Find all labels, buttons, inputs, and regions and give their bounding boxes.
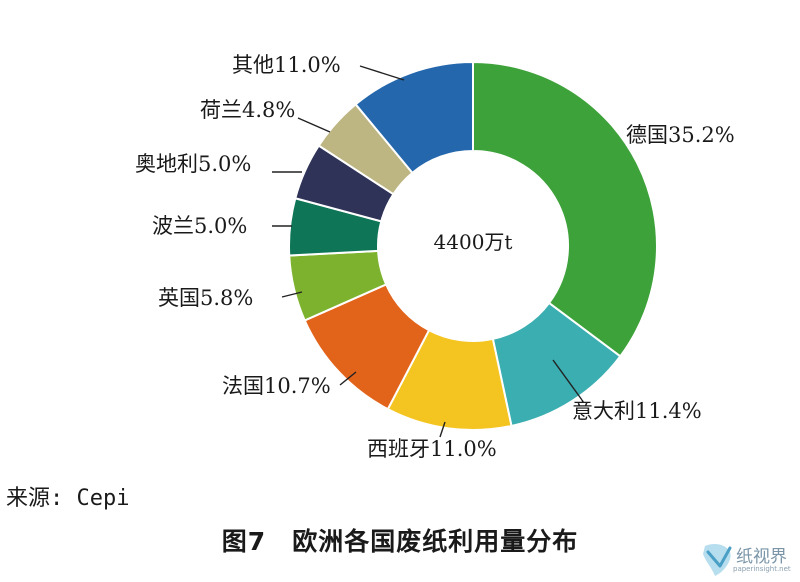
slice-label-2: 意大利11.4% xyxy=(572,399,702,423)
slice-label-9: 其他11.0% xyxy=(232,53,341,77)
leader-line-9 xyxy=(359,65,405,81)
leader-line-4 xyxy=(339,371,357,386)
slice-label-5: 英国5.8% xyxy=(158,286,253,310)
leader-lines xyxy=(272,65,583,438)
figure-caption: 图7 欧洲各国废纸利用量分布 xyxy=(221,527,579,556)
slice-label-7: 奥地利5.0% xyxy=(135,152,251,176)
watermark-text: 纸视界 xyxy=(736,547,787,567)
leader-line-8 xyxy=(297,117,331,133)
logo-icon xyxy=(703,544,732,576)
slice-9 xyxy=(354,60,474,175)
source-note: 来源: Cepi xyxy=(6,486,130,511)
slice-label-8: 荷兰4.8% xyxy=(200,98,295,122)
center-label: 4400万t xyxy=(434,230,513,254)
watermark-subtext: paperinsight.net xyxy=(733,565,791,573)
slice-label-6: 波兰5.0% xyxy=(152,214,247,238)
watermark-logo: 纸视界 paperinsight.net xyxy=(700,540,796,578)
slice-label-3: 西班牙11.0% xyxy=(367,437,497,461)
slice-label-4: 法国10.7% xyxy=(222,374,331,398)
leader-line-5 xyxy=(281,291,303,298)
leader-line-3 xyxy=(439,421,446,438)
slice-label-1: 德国35.2% xyxy=(626,123,735,147)
donut-slices xyxy=(288,60,658,431)
slice-labels: 德国35.2% 意大利11.4% 西班牙11.0% 法国10.7% 英国5.8% 波兰5.… xyxy=(135,53,735,461)
leader-line-2 xyxy=(552,359,583,401)
slice-1 xyxy=(472,60,658,358)
